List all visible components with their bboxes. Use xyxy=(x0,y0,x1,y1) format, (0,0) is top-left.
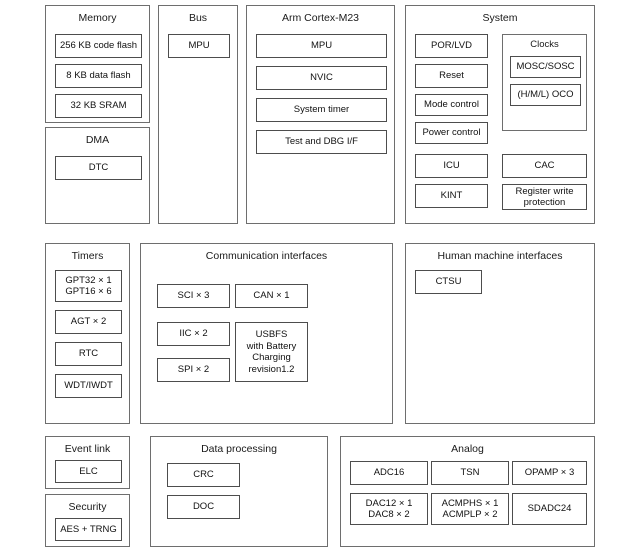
group-title-cpu: Arm Cortex-M23 xyxy=(281,12,359,24)
group-security: Security AES + TRNG xyxy=(45,494,130,547)
block-cac: CAC xyxy=(502,154,587,178)
group-title-data-processing: Data processing xyxy=(201,443,277,455)
group-system: System POR/LVD Reset Mode control Power … xyxy=(405,5,595,224)
block-register-write-protection: Register write protection xyxy=(502,184,587,210)
group-event-link: Event link ELC xyxy=(45,436,130,489)
block-cpu-mpu: MPU xyxy=(256,34,387,58)
group-analog: Analog ADC16 TSN OPAMP × 3 DAC12 × 1 DAC… xyxy=(340,436,595,547)
block-cpu-test-dbg-if: Test and DBG I/F xyxy=(256,130,387,154)
group-title-memory: Memory xyxy=(78,12,117,24)
block-gpt: GPT32 × 1 GPT16 × 6 xyxy=(55,270,122,302)
block-ctsu: CTSU xyxy=(415,270,482,294)
block-dac: DAC12 × 1 DAC8 × 2 xyxy=(350,493,428,525)
block-iic: IIC × 2 xyxy=(157,322,230,346)
group-memory: Memory 256 KB code flash 8 KB data flash… xyxy=(45,5,150,123)
block-agt: AGT × 2 xyxy=(55,310,122,334)
block-cpu-system-timer: System timer xyxy=(256,98,387,122)
block-icu: ICU xyxy=(415,154,488,178)
block-tsn: TSN xyxy=(431,461,509,485)
group-title-dma: DMA xyxy=(85,134,110,146)
group-bus: Bus MPU xyxy=(158,5,238,224)
block-acmp: ACMPHS × 1 ACMPLP × 2 xyxy=(431,493,509,525)
group-communication: Communication interfaces SCI × 3 IIC × 2… xyxy=(140,243,393,424)
group-title-analog: Analog xyxy=(451,443,484,455)
block-mosc-sosc: MOSC/SOSC xyxy=(510,56,581,78)
group-data-processing: Data processing CRC DOC xyxy=(150,436,328,547)
subgroup-clocks: Clocks MOSC/SOSC (H/M/L) OCO xyxy=(502,34,587,131)
block-bus-mpu: MPU xyxy=(168,34,230,58)
block-spi: SPI × 2 xyxy=(157,358,230,382)
group-title-bus: Bus xyxy=(188,12,208,24)
block-por-lvd: POR/LVD xyxy=(415,34,488,58)
block-crc: CRC xyxy=(167,463,240,487)
subgroup-title-clocks: Clocks xyxy=(530,39,559,50)
group-hmi: Human machine interfaces CTSU xyxy=(405,243,595,424)
block-opamp: OPAMP × 3 xyxy=(512,461,587,485)
block-elc: ELC xyxy=(55,460,122,483)
group-timers: Timers GPT32 × 1 GPT16 × 6 AGT × 2 RTC W… xyxy=(45,243,130,424)
block-hml-oco: (H/M/L) OCO xyxy=(510,84,581,106)
block-wdt-iwdt: WDT/IWDT xyxy=(55,374,122,398)
block-cpu-nvic: NVIC xyxy=(256,66,387,90)
block-sram: 32 KB SRAM xyxy=(55,94,142,118)
block-sdadc24: SDADC24 xyxy=(512,493,587,525)
block-rtc: RTC xyxy=(55,342,122,366)
block-usbfs: USBFS with Battery Charging revision1.2 xyxy=(235,322,308,382)
group-dma: DMA DTC xyxy=(45,127,150,224)
group-title-event-link: Event link xyxy=(64,443,111,455)
group-title-timers: Timers xyxy=(71,250,104,262)
group-cpu: Arm Cortex-M23 MPU NVIC System timer Tes… xyxy=(246,5,395,224)
block-data-flash: 8 KB data flash xyxy=(55,64,142,88)
group-title-security: Security xyxy=(68,501,107,513)
block-can: CAN × 1 xyxy=(235,284,308,308)
block-reset: Reset xyxy=(415,64,488,88)
group-title-communication: Communication interfaces xyxy=(205,250,328,262)
block-mode-control: Mode control xyxy=(415,94,488,116)
block-adc16: ADC16 xyxy=(350,461,428,485)
block-sci: SCI × 3 xyxy=(157,284,230,308)
block-dtc: DTC xyxy=(55,156,142,180)
block-power-control: Power control xyxy=(415,122,488,144)
block-kint: KINT xyxy=(415,184,488,208)
block-aes-trng: AES + TRNG xyxy=(55,518,122,541)
group-title-hmi: Human machine interfaces xyxy=(437,250,563,262)
block-doc: DOC xyxy=(167,495,240,519)
group-title-system: System xyxy=(482,12,518,24)
block-code-flash: 256 KB code flash xyxy=(55,34,142,58)
